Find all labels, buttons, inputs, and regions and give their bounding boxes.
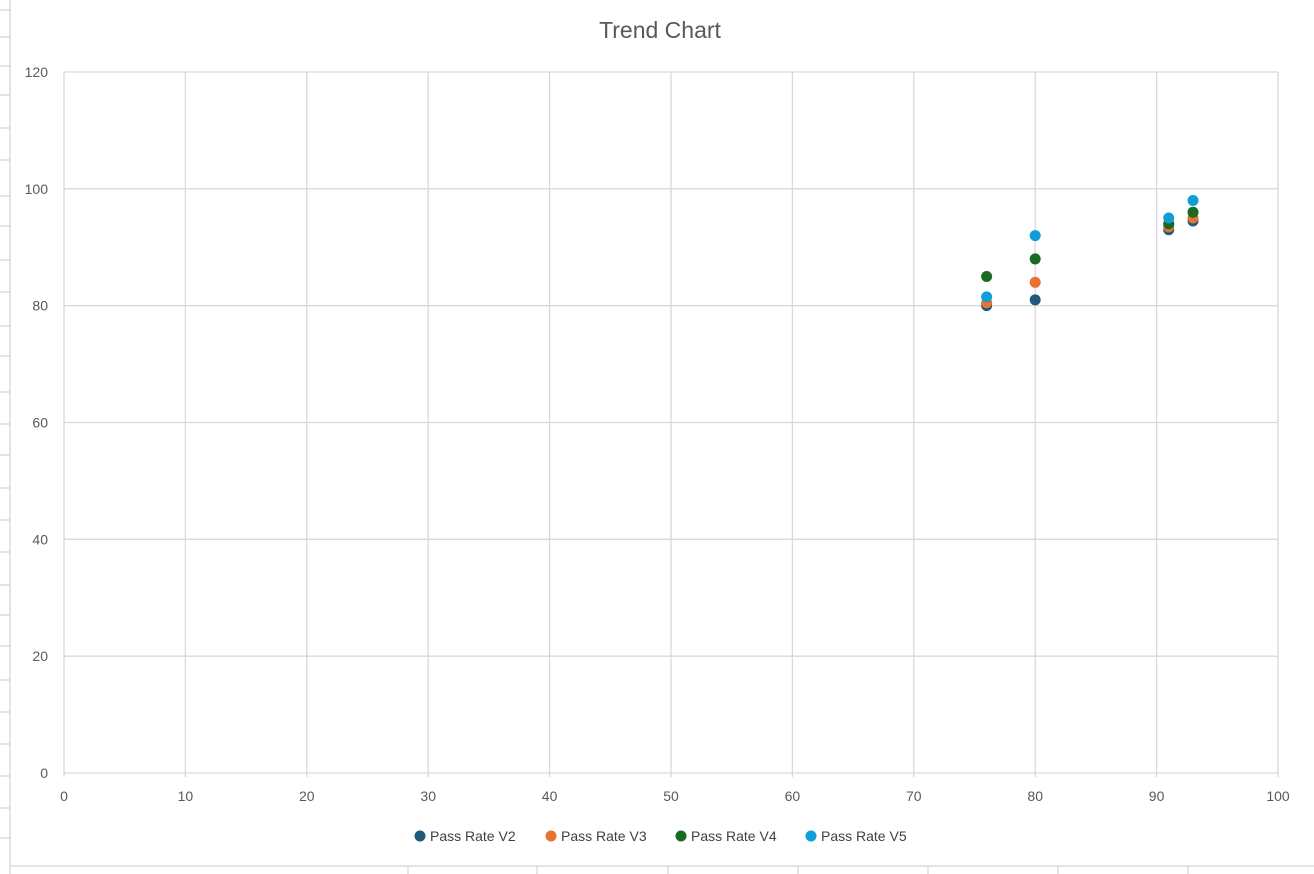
legend-marker (545, 830, 557, 842)
data-point[interactable] (981, 291, 993, 303)
legend-label: Pass Rate V5 (821, 828, 907, 844)
plot-gridlines (63, 71, 1279, 777)
x-tick-label: 50 (663, 788, 679, 804)
data-point[interactable] (1029, 253, 1041, 265)
legend-marker (414, 830, 426, 842)
y-tick-label: 40 (32, 531, 48, 547)
legend-item[interactable]: Pass Rate V4 (675, 828, 777, 844)
data-point[interactable] (1029, 230, 1041, 242)
chart-title: Trend Chart (599, 17, 721, 43)
legend-label: Pass Rate V3 (561, 828, 647, 844)
x-tick-label: 70 (906, 788, 922, 804)
y-tick-label: 60 (32, 415, 48, 431)
x-tick-label: 20 (299, 788, 315, 804)
y-tick-label: 80 (32, 298, 48, 314)
y-tick-label: 20 (32, 648, 48, 664)
x-axis-tick-labels: 0 10 20 30 40 50 60 70 80 90 100 (60, 788, 1290, 804)
y-tick-label: 0 (40, 765, 48, 781)
legend[interactable]: Pass Rate V2 Pass Rate V3 Pass Rate V4 Pass… (414, 828, 907, 844)
y-tick-label: 120 (25, 64, 49, 80)
data-points (981, 195, 1199, 312)
x-tick-label: 40 (542, 788, 558, 804)
legend-item[interactable]: Pass Rate V5 (805, 828, 907, 844)
data-point[interactable] (981, 270, 993, 282)
x-tick-label: 60 (785, 788, 801, 804)
y-tick-label: 100 (25, 181, 49, 197)
legend-item[interactable]: Pass Rate V3 (545, 828, 647, 844)
legend-label: Pass Rate V4 (691, 828, 777, 844)
legend-marker (675, 830, 687, 842)
data-point[interactable] (1029, 294, 1041, 306)
data-point[interactable] (1029, 276, 1041, 288)
y-axis-tick-labels: 0 20 40 60 80 100 120 (25, 64, 49, 781)
x-tick-label: 90 (1149, 788, 1165, 804)
data-point[interactable] (1187, 195, 1199, 207)
data-point[interactable] (1187, 206, 1199, 218)
x-tick-label: 0 (60, 788, 68, 804)
x-tick-label: 80 (1027, 788, 1043, 804)
x-tick-label: 10 (178, 788, 194, 804)
legend-item[interactable]: Pass Rate V2 (414, 828, 516, 844)
legend-marker (805, 830, 817, 842)
legend-label: Pass Rate V2 (430, 828, 516, 844)
data-point[interactable] (1163, 212, 1175, 224)
x-tick-label: 30 (420, 788, 436, 804)
x-tick-label: 100 (1266, 788, 1290, 804)
